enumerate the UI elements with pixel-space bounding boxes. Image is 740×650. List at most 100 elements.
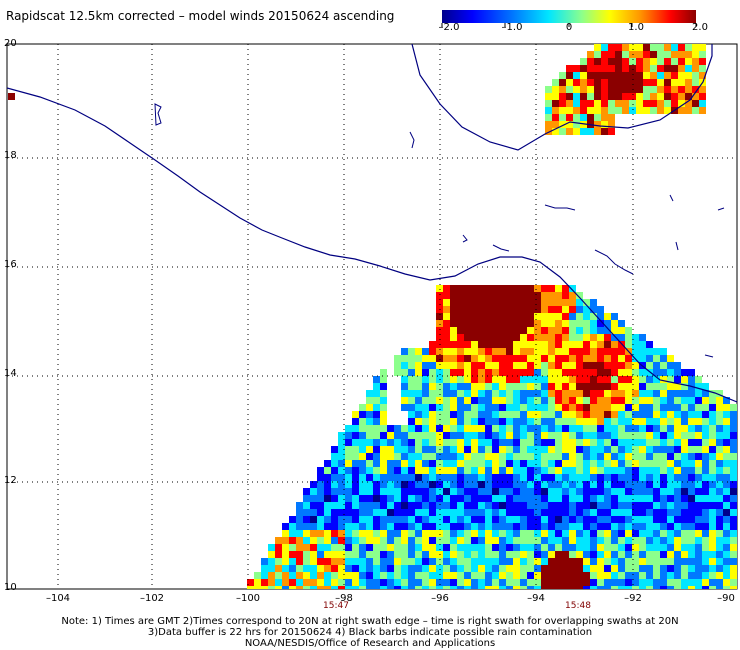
swath-cell xyxy=(695,544,702,551)
swath-cell xyxy=(359,488,366,495)
swath-cell xyxy=(499,544,506,551)
swath-cell xyxy=(352,502,359,509)
swath-cell xyxy=(296,579,303,586)
swath-cell xyxy=(513,425,520,432)
swath-cell xyxy=(604,397,611,404)
swath-cell xyxy=(552,79,559,86)
swath-cell xyxy=(268,572,275,579)
swath-cell xyxy=(681,551,688,558)
swath-cell xyxy=(464,453,471,460)
swath-cell xyxy=(562,495,569,502)
swath-cell xyxy=(450,467,457,474)
swath-cell xyxy=(678,58,685,65)
swath-cell xyxy=(282,530,289,537)
swath-cell xyxy=(583,460,590,467)
swath-cell xyxy=(443,299,450,306)
swath-cell xyxy=(716,418,723,425)
swath-cell xyxy=(352,439,359,446)
swath-cell xyxy=(492,586,499,589)
swath-cell xyxy=(415,439,422,446)
swath-cell xyxy=(457,516,464,523)
swath-cell xyxy=(583,551,590,558)
swath-cell xyxy=(716,404,723,411)
swath-cell xyxy=(562,537,569,544)
swath-cell xyxy=(373,481,380,488)
swath-cell xyxy=(681,425,688,432)
swath-cell xyxy=(457,334,464,341)
swath-cell xyxy=(653,502,660,509)
swath-cell xyxy=(685,100,692,107)
swath-cell xyxy=(478,502,485,509)
swath-cell xyxy=(338,572,345,579)
swath-cell xyxy=(653,474,660,481)
swath-cell xyxy=(723,432,730,439)
swath-cell xyxy=(464,383,471,390)
swath-cell xyxy=(576,565,583,572)
swath-cell xyxy=(674,502,681,509)
swath-cell xyxy=(492,425,499,432)
swath-cell xyxy=(632,404,639,411)
swath-cell xyxy=(709,432,716,439)
swath-cell xyxy=(429,404,436,411)
swath-cell xyxy=(573,86,580,93)
swath-cell xyxy=(590,488,597,495)
swath-cell xyxy=(373,579,380,586)
swath-cell xyxy=(492,558,499,565)
swath-cell xyxy=(716,502,723,509)
swath-cell xyxy=(380,502,387,509)
swath-cell xyxy=(296,509,303,516)
swath-cell xyxy=(338,439,345,446)
swath-cell xyxy=(422,544,429,551)
swath-cell xyxy=(436,369,443,376)
lon-label: –104 xyxy=(45,593,71,604)
swath-cell xyxy=(289,523,296,530)
swath-cell xyxy=(478,376,485,383)
swath-cell xyxy=(688,411,695,418)
swath-cell xyxy=(464,425,471,432)
swath-cell xyxy=(667,537,674,544)
swath-cell xyxy=(576,544,583,551)
swath-cell xyxy=(499,453,506,460)
swath-cell xyxy=(422,523,429,530)
swath-cell xyxy=(597,432,604,439)
swath-cell xyxy=(587,51,594,58)
swath-cell xyxy=(317,558,324,565)
swath-cell xyxy=(576,397,583,404)
swath-cell xyxy=(604,348,611,355)
swath-cell xyxy=(671,86,678,93)
swath-cell xyxy=(534,516,541,523)
swath-cell xyxy=(492,397,499,404)
swath-cell xyxy=(415,530,422,537)
swath-cell xyxy=(289,579,296,586)
swath-data-cells xyxy=(8,44,737,589)
swath-cell xyxy=(282,572,289,579)
swath-cell xyxy=(569,467,576,474)
swath-cell xyxy=(352,551,359,558)
swath-cell xyxy=(618,572,625,579)
swath-cell xyxy=(688,460,695,467)
swath-cell xyxy=(296,565,303,572)
swath-cell xyxy=(548,586,555,589)
swath-cell xyxy=(646,362,653,369)
swath-cell xyxy=(429,481,436,488)
swath-cell xyxy=(303,572,310,579)
swath-cell xyxy=(471,327,478,334)
swath-cell xyxy=(478,558,485,565)
swath-cell xyxy=(303,523,310,530)
swath-cell xyxy=(464,348,471,355)
swath-cell xyxy=(359,509,366,516)
swath-cell xyxy=(601,65,608,72)
swath-cell xyxy=(583,446,590,453)
swath-cell xyxy=(352,432,359,439)
swath-cell xyxy=(450,432,457,439)
swath-cell xyxy=(345,446,352,453)
swath-cell xyxy=(366,544,373,551)
swath-cell xyxy=(317,551,324,558)
swath-cell xyxy=(657,58,664,65)
swath-cell xyxy=(408,432,415,439)
swath-cell xyxy=(611,544,618,551)
swath-cell xyxy=(331,579,338,586)
swath-cell xyxy=(608,72,615,79)
swath-cell xyxy=(576,341,583,348)
swath-cell xyxy=(268,551,275,558)
